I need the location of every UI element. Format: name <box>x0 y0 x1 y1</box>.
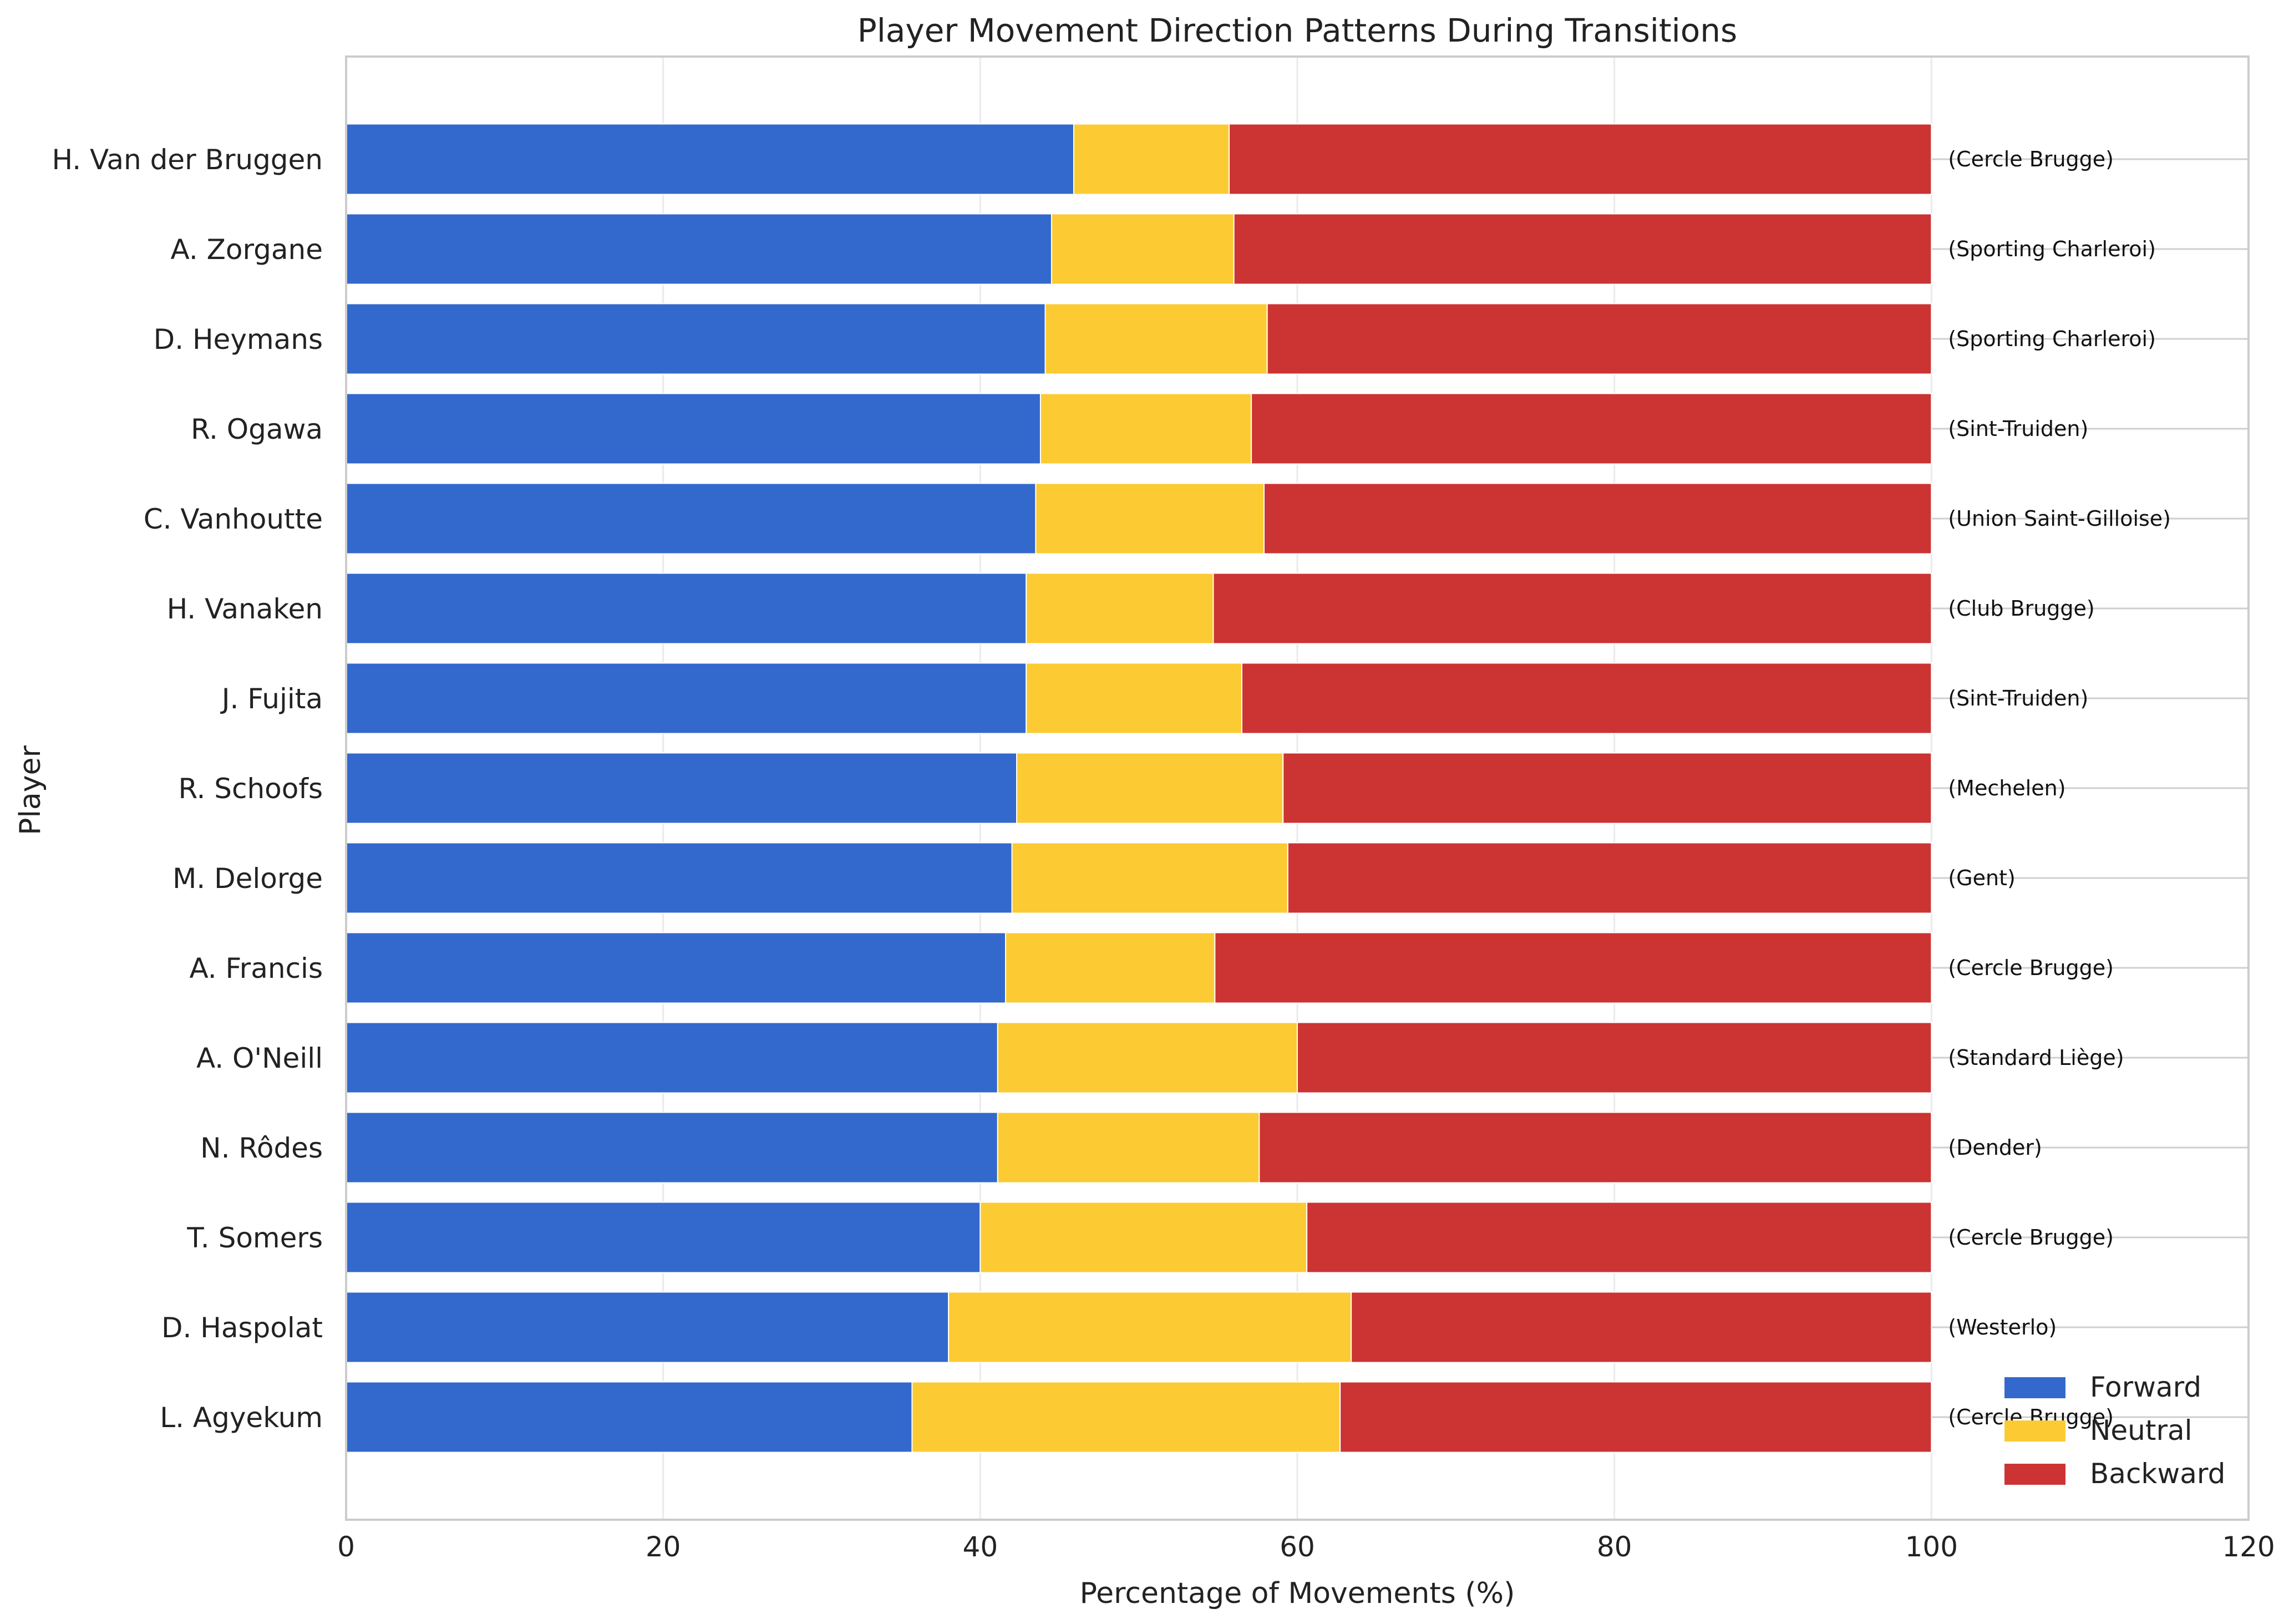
team-label: (Gent) <box>1948 866 2015 890</box>
y-tick-label: A. Francis <box>189 952 323 984</box>
bar-forward-13 <box>346 1291 950 1363</box>
bar-backward-14 <box>1339 1381 1932 1453</box>
x-tick-label: 20 <box>646 1531 681 1563</box>
y-axis-label: Player <box>14 745 47 835</box>
bar-forward-14 <box>346 1381 913 1453</box>
legend-swatch-forward <box>2004 1377 2065 1398</box>
y-tick-label: D. Heymans <box>154 323 323 356</box>
bar-neutral-11 <box>997 1112 1260 1184</box>
bar-backward-11 <box>1258 1112 1932 1184</box>
bar-forward-1 <box>346 213 1052 285</box>
y-tick-labels: H. Van der Bruggen A. Zorgane D. Heymans R.… <box>52 144 323 1434</box>
bar-neutral-8 <box>1011 842 1288 914</box>
bar-backward-0 <box>1229 123 1932 195</box>
y-tick-label: C. Vanhoutte <box>144 503 323 535</box>
bar-neutral-1 <box>1050 213 1235 285</box>
x-tick-labels: 0 20 40 60 80 100 120 <box>337 1531 2275 1563</box>
team-label: (Sint-Truiden) <box>1948 686 2088 710</box>
legend-swatch-neutral <box>2004 1420 2065 1442</box>
bar-backward-7 <box>1282 752 1932 824</box>
bar-forward-11 <box>346 1112 998 1184</box>
y-tick-label: H. Vanaken <box>167 593 323 625</box>
bar-neutral-3 <box>1039 393 1252 465</box>
bar-backward-3 <box>1251 393 1932 465</box>
bar-backward-1 <box>1233 213 1932 285</box>
bar-forward-2 <box>346 303 1046 375</box>
chart-title: Player Movement Direction Patterns Durin… <box>857 12 1737 49</box>
legend-label-forward: Forward <box>2090 1371 2201 1403</box>
bar-forward-8 <box>346 842 1013 914</box>
legend-label-backward: Backward <box>2090 1458 2225 1490</box>
bar-backward-13 <box>1351 1291 1932 1363</box>
bar-neutral-9 <box>1005 932 1216 1004</box>
bar-forward-6 <box>346 662 1027 734</box>
bar-backward-6 <box>1241 662 1932 734</box>
bar-neutral-5 <box>1026 572 1214 644</box>
y-tick-label: N. Rôdes <box>200 1132 323 1164</box>
y-tick-label: A. Zorgane <box>171 234 323 266</box>
bar-forward-9 <box>346 932 1007 1004</box>
bar-backward-5 <box>1212 572 1932 644</box>
bar-forward-4 <box>346 483 1037 555</box>
bar-forward-7 <box>346 752 1018 824</box>
bar-neutral-14 <box>911 1381 1341 1453</box>
y-tick-label: R. Schoofs <box>179 773 323 805</box>
bars <box>346 123 1932 1453</box>
bar-neutral-6 <box>1026 662 1242 734</box>
y-tick-label: H. Van der Bruggen <box>52 144 323 176</box>
bar-neutral-10 <box>997 1022 1298 1094</box>
bar-forward-12 <box>346 1201 981 1273</box>
team-label: (Cercle Brugge) <box>1948 956 2114 980</box>
bar-neutral-12 <box>979 1201 1308 1273</box>
legend: Forward Neutral Backward <box>2004 1371 2225 1490</box>
team-label: (Union Saint-Gilloise) <box>1948 506 2171 531</box>
y-tick-label: R. Ogawa <box>191 413 323 445</box>
team-label: (Dender) <box>1948 1135 2042 1160</box>
x-tick-label: 100 <box>1905 1531 1958 1563</box>
bar-neutral-4 <box>1035 483 1265 555</box>
bar-forward-5 <box>346 572 1027 644</box>
y-tick-label: T. Somers <box>186 1222 323 1254</box>
bar-neutral-2 <box>1044 303 1268 375</box>
bar-backward-10 <box>1297 1022 1932 1094</box>
y-tick-label: A. O'Neill <box>196 1042 323 1074</box>
team-label: (Standard Liège) <box>1948 1046 2124 1070</box>
bar-backward-9 <box>1214 932 1932 1004</box>
bar-forward-3 <box>346 393 1041 465</box>
bar-forward-0 <box>346 123 1074 195</box>
x-tick-label: 120 <box>2222 1531 2275 1563</box>
x-tick-label: 80 <box>1597 1531 1632 1563</box>
legend-label-neutral: Neutral <box>2090 1414 2192 1447</box>
x-tick-label: 40 <box>963 1531 998 1563</box>
bar-backward-2 <box>1266 303 1932 375</box>
team-labels: (Cercle Brugge) (Sporting Charleroi) (Spor… <box>1948 147 2171 1429</box>
team-label: (Sporting Charleroi) <box>1948 237 2156 261</box>
x-axis-label: Percentage of Movements (%) <box>1080 1577 1515 1610</box>
team-label: (Westerlo) <box>1948 1315 2057 1339</box>
team-label: (Cercle Brugge) <box>1948 1225 2114 1250</box>
team-label: (Sporting Charleroi) <box>1948 327 2156 351</box>
bar-forward-10 <box>346 1022 998 1094</box>
x-tick-label: 60 <box>1280 1531 1315 1563</box>
team-label: (Club Brugge) <box>1948 596 2094 621</box>
x-tick-label: 0 <box>337 1531 355 1563</box>
y-tick-label: D. Haspolat <box>161 1312 323 1344</box>
y-tick-label: M. Delorge <box>172 862 323 895</box>
plot-frame <box>345 55 2250 1521</box>
y-tick-label: J. Fujita <box>220 683 323 715</box>
bar-neutral-13 <box>948 1291 1352 1363</box>
legend-swatch-backward <box>2004 1464 2065 1485</box>
team-label: (Cercle Brugge) <box>1948 147 2114 171</box>
bar-backward-4 <box>1263 483 1932 555</box>
bar-backward-8 <box>1287 842 1932 914</box>
bar-neutral-0 <box>1073 123 1230 195</box>
team-label: (Sint-Truiden) <box>1948 417 2088 441</box>
bar-backward-12 <box>1306 1201 1932 1273</box>
y-tick-label: L. Agyekum <box>160 1402 323 1434</box>
bar-neutral-7 <box>1016 752 1284 824</box>
team-label: (Mechelen) <box>1948 776 2065 800</box>
